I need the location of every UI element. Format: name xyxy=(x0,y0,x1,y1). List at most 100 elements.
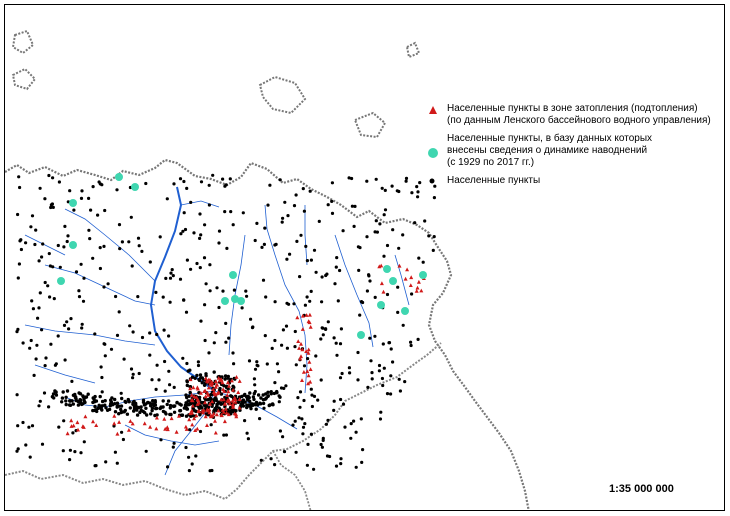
settlement-point xyxy=(223,374,228,378)
settlement-point xyxy=(198,413,202,417)
settlement-point xyxy=(62,323,67,327)
settlement-point xyxy=(87,196,91,200)
settlement-point xyxy=(335,353,339,357)
settlement-point xyxy=(144,406,148,410)
settlement-point xyxy=(204,372,208,376)
settlement-point xyxy=(30,424,35,428)
settlement-point xyxy=(188,390,192,395)
settlement-point xyxy=(168,383,172,387)
river xyxy=(274,254,308,394)
flood-zone-point xyxy=(219,397,224,402)
settlement-point xyxy=(339,397,343,402)
settlement-point xyxy=(19,247,23,252)
settlement-point xyxy=(222,433,226,437)
settlement-point xyxy=(368,279,372,283)
settlement-point xyxy=(129,367,134,371)
settlement-point xyxy=(16,276,20,280)
settlement-point xyxy=(273,381,277,385)
settlement-point xyxy=(17,262,21,266)
settlement-point xyxy=(58,265,62,269)
settlement-point xyxy=(245,294,249,298)
settlement-point xyxy=(103,399,107,403)
flood-zone-point xyxy=(227,384,231,388)
settlement-point xyxy=(381,383,385,388)
basin-border xyxy=(5,342,442,501)
settlement-point xyxy=(249,317,253,321)
settlement-point xyxy=(275,362,279,366)
database-point xyxy=(69,241,77,249)
settlement-point xyxy=(127,240,131,244)
settlement-point xyxy=(154,406,158,411)
flood-zone-point xyxy=(379,281,384,286)
settlement-point xyxy=(380,186,384,190)
settlement-point xyxy=(273,300,277,304)
settlement-point xyxy=(183,403,188,407)
flood-zone-point xyxy=(213,384,218,389)
settlement-point xyxy=(374,219,378,223)
settlement-point xyxy=(356,378,360,382)
inner-border xyxy=(272,450,312,510)
settlement-point xyxy=(212,370,216,374)
settlement-point xyxy=(382,213,386,217)
flood-zone-point xyxy=(221,410,226,414)
settlement-point xyxy=(34,357,38,361)
settlement-point xyxy=(140,249,144,253)
settlement-point xyxy=(184,445,188,450)
settlement-point xyxy=(293,419,297,423)
settlement-point xyxy=(357,268,361,272)
flood-zone-point xyxy=(154,415,159,420)
settlement-point xyxy=(431,248,435,252)
settlement-point xyxy=(207,351,211,355)
settlement-point xyxy=(377,363,382,368)
settlement-point xyxy=(268,403,272,407)
legend-database-line3: (с 1929 по 2017 гг.) xyxy=(447,157,535,168)
settlement-point xyxy=(29,225,33,229)
settlement-point xyxy=(81,394,85,398)
settlement-point xyxy=(64,402,68,407)
flood-zone-point xyxy=(414,288,419,293)
settlement-point xyxy=(64,395,68,399)
settlement-point xyxy=(185,383,189,388)
settlement-point xyxy=(73,450,77,454)
settlement-point xyxy=(320,300,324,304)
settlement-point xyxy=(293,345,297,349)
settlement-point xyxy=(71,431,75,435)
settlement-point xyxy=(246,437,250,441)
settlement-point xyxy=(245,405,249,410)
settlement-point xyxy=(47,252,51,256)
settlement-point xyxy=(65,389,70,393)
settlement-point xyxy=(78,392,83,396)
settlement-point xyxy=(131,376,135,380)
settlement-point xyxy=(277,370,281,374)
flood-zone-point xyxy=(222,419,227,424)
settlement-point xyxy=(380,376,384,381)
settlement-point xyxy=(166,465,170,469)
settlement-point xyxy=(217,305,221,310)
settlement-point xyxy=(212,341,216,345)
settlement-point xyxy=(421,260,425,264)
settlement-point xyxy=(40,442,45,446)
settlement-point xyxy=(224,340,228,344)
settlement-point xyxy=(302,398,306,403)
settlement-point xyxy=(320,275,324,279)
flood-zone-layer xyxy=(65,263,426,436)
settlement-point xyxy=(288,252,292,256)
settlement-point xyxy=(113,397,117,402)
settlement-point xyxy=(148,331,152,335)
settlement-point xyxy=(144,181,148,186)
settlement-point xyxy=(104,406,108,410)
settlement-point xyxy=(182,298,186,302)
settlement-point xyxy=(146,400,150,405)
settlement-point xyxy=(240,394,244,399)
settlement-point xyxy=(269,390,273,394)
settlement-point xyxy=(128,324,132,328)
settlement-point xyxy=(123,399,127,404)
settlement-point xyxy=(102,285,106,289)
river xyxy=(150,186,216,392)
settlement-point xyxy=(80,326,84,330)
settlement-point xyxy=(232,362,236,366)
settlement-point xyxy=(113,410,118,414)
settlement-point xyxy=(403,380,407,384)
settlement-point xyxy=(158,406,162,411)
settlement-point xyxy=(172,410,177,414)
